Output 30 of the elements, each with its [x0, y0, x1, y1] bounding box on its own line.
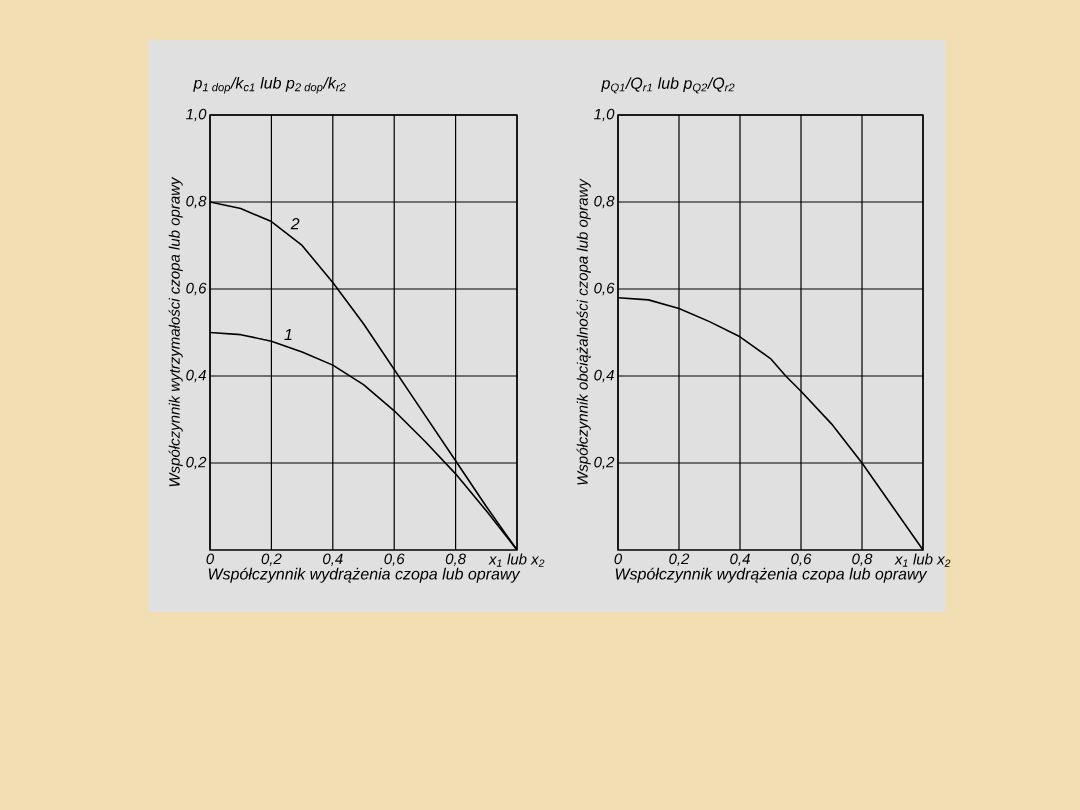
chart-title: p$_{Q1}$/Q$_{r1}$ lub p$_{Q2}$/Q$_{r2}$	[601, 77, 735, 94]
x-tick-label: 0,2	[261, 553, 282, 566]
y-tick-label: 0,4	[186, 369, 206, 383]
y-tick-label: 0,8	[186, 195, 207, 209]
y-tick-label: 1,0	[186, 108, 207, 122]
y-tick-label: 0,6	[594, 282, 615, 296]
y-tick-label: 1,0	[594, 108, 615, 122]
y-axis-title: Współczynnik obciążalności czopa lub oprawy	[576, 178, 591, 485]
y-tick-label: 0,4	[594, 369, 614, 383]
x-tick-label: x$_{1}$ lub x$_{2}$	[488, 553, 545, 567]
y-tick-label: 0,2	[594, 456, 615, 470]
y-tick-label: 0,8	[594, 195, 615, 209]
chart-title: p$_{1 dop}$/k$_{c1}$ lub p$_{2 dop}$/k$_{r2}$	[193, 76, 346, 94]
series-label: 2	[290, 218, 300, 230]
x-tick-label: 0,2	[669, 553, 690, 566]
x-tick-label: 0,8	[445, 553, 466, 566]
x-tick-label: 0,4	[323, 553, 343, 566]
x-tick-label: 0,8	[852, 553, 873, 566]
x-tick-label: 0	[206, 553, 215, 565]
y-axis-title: Współczynnik wytrzymałości czopa lub oprawy	[168, 176, 183, 487]
x-tick-label: 0,6	[791, 553, 812, 566]
x-axis-title: Współczynnik wydrążenia czopa lub oprawy	[208, 567, 521, 583]
x-tick-label: 0,6	[384, 553, 405, 566]
x-tick-label: 0,4	[730, 553, 750, 566]
series-label: 1	[284, 329, 292, 341]
x-axis-title: Współczynnik wydrążenia czopa lub oprawy	[615, 567, 928, 583]
x-tick-label: x$_{1}$ lub x$_{2}$	[894, 553, 951, 567]
y-tick-label: 0,6	[186, 282, 207, 296]
y-tick-label: 0,2	[186, 456, 207, 470]
x-tick-label: 0	[614, 553, 623, 565]
